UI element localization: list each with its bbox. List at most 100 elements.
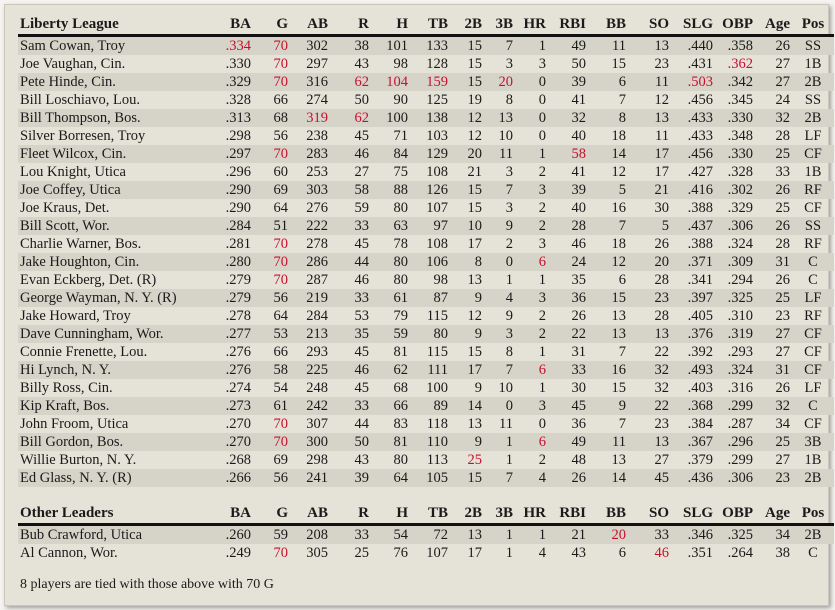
stat-ab: 208 (290, 524, 330, 544)
column-header-pos[interactable]: Pos (792, 14, 834, 37)
column-header-r[interactable]: R (330, 14, 371, 37)
player-name[interactable]: Charlie Warner, Bos. (20, 236, 142, 252)
stat-3b: 0 (484, 397, 515, 415)
column-header-2b[interactable]: 2B (450, 14, 484, 37)
column-header-so[interactable]: SO (628, 503, 671, 526)
column-header-3b[interactable]: 3B (484, 14, 515, 37)
player-row[interactable]: Bill Loschiavo, Lou. .328 66 274 50 90 125 19 8 0… (18, 91, 834, 109)
player-row[interactable]: Bill Gordon, Bos. .270 70 300 50 81 110 9 1 6 49 11… (18, 433, 834, 451)
player-row[interactable]: Kip Kraft, Bos. .273 61 242 33 66 89 14 0 3 45 9 22.… (18, 397, 834, 415)
player-row[interactable]: Joe Vaughan, Cin. .330 70 297 43 98 128 15 3 3 50 1… (18, 55, 834, 73)
player-row[interactable]: John Froom, Utica .270 70 307 44 83 118 13 11 0 36… (18, 415, 834, 433)
stat-obp: .306 (715, 469, 755, 487)
player-name[interactable]: Bill Thompson, Bos. (18, 109, 208, 127)
stat-ab: 283 (290, 145, 330, 163)
column-header-r[interactable]: R (330, 503, 371, 526)
column-header-tb[interactable]: TB (410, 14, 450, 37)
player-row[interactable]: Bill Scott, Wor. .284 51 222 33 63 97 10 9 2 28 7 5.… (18, 217, 834, 235)
player-row[interactable]: Dave Cunningham, Wor. .277 53 213 35 59 80 9 3 2 2… (18, 325, 834, 343)
player-name[interactable]: John Froom, Utica (20, 416, 129, 432)
column-header-age[interactable]: Age (755, 14, 792, 37)
player-row[interactable]: Pete Hinde, Cin. .329 70 316 62 104 159 15 20 0 39… (18, 73, 834, 91)
player-name[interactable]: Connie Frenette, Lou. (20, 344, 148, 360)
stat-so: 27 (654, 452, 670, 468)
player-name[interactable]: Fleet Wilcox, Cin. (18, 145, 208, 163)
player-name[interactable]: Jake Howard, Troy (20, 308, 131, 324)
column-header-age[interactable]: Age (755, 503, 792, 526)
player-name[interactable]: Ed Glass, N. Y. (R) (18, 469, 208, 487)
stat-g: 56 (253, 469, 290, 487)
player-row[interactable]: Hi Lynch, N. Y. .276 58 225 46 62 111 17 7 6 33 16 3… (18, 361, 834, 379)
player-name[interactable]: Jake Houghton, Cin. (18, 253, 208, 271)
stat-h: 98 (393, 56, 409, 72)
player-row[interactable]: Joe Coffey, Utica .290 69 303 58 88 126 15 7 3 39 5… (18, 181, 834, 199)
player-row[interactable]: Jake Howard, Troy .278 64 284 53 79 115 12 9 2 26 1… (18, 307, 834, 325)
column-header-ba[interactable]: BA (208, 14, 253, 37)
player-name[interactable]: Joe Coffey, Utica (18, 181, 208, 199)
column-header-hr[interactable]: HR (515, 14, 548, 37)
stat-hr: 6 (515, 433, 548, 451)
player-row[interactable]: Willie Burton, N. Y. .268 69 298 43 80 113 25 1 2… (18, 451, 834, 469)
stat-obp: .330 (715, 145, 755, 163)
column-header-pos[interactable]: Pos (792, 503, 834, 526)
player-name[interactable]: Willie Burton, N. Y. (20, 452, 137, 468)
player-name[interactable]: Hi Lynch, N. Y. (18, 361, 208, 379)
player-row[interactable]: Jake Houghton, Cin. .280 70 286 44 80 106 8 0 6 24… (18, 253, 834, 271)
column-header-obp[interactable]: OBP (715, 14, 755, 37)
player-row[interactable]: Ed Glass, N. Y. (R) .266 56 241 39 64 105 15 7 4 2… (18, 469, 834, 487)
column-header-ab[interactable]: AB (290, 503, 330, 526)
player-name[interactable]: Joe Kraus, Det. (20, 200, 110, 216)
column-header-rbi[interactable]: RBI (548, 503, 588, 526)
player-name[interactable]: Lou Knight, Utica (20, 164, 126, 180)
player-row[interactable]: Connie Frenette, Lou. .276 66 293 45 81 115 15 8… (18, 343, 834, 361)
stat-bb: 13 (611, 452, 627, 468)
player-row[interactable]: Lou Knight, Utica .296 60 253 27 75 108 21 3 2 41 1… (18, 163, 834, 181)
column-header-bb[interactable]: BB (588, 14, 628, 37)
column-header-slg[interactable]: SLG (671, 503, 715, 526)
column-header-obp[interactable]: OBP (715, 503, 755, 526)
player-name[interactable]: Evan Eckberg, Det. (R) (20, 272, 157, 288)
player-name[interactable]: Bub Crawford, Utica (18, 524, 208, 544)
player-name[interactable]: Dave Cunningham, Wor. (18, 325, 208, 343)
column-header-so[interactable]: SO (628, 14, 671, 37)
column-header-tb[interactable]: TB (410, 503, 450, 526)
player-name[interactable]: Bill Scott, Wor. (18, 217, 208, 235)
player-name[interactable]: Kip Kraft, Bos. (18, 397, 208, 415)
column-header-rbi[interactable]: RBI (548, 14, 588, 37)
player-row[interactable]: Charlie Warner, Bos. .281 70 278 45 78 108 17 2 3… (18, 235, 834, 253)
player-row[interactable]: Billy Ross, Cin. .274 54 248 45 68 100 9 10 1 30 15… (18, 379, 834, 397)
player-name[interactable]: Joe Vaughan, Cin. (20, 56, 126, 72)
player-name[interactable]: Billy Ross, Cin. (20, 380, 113, 396)
player-name[interactable]: Al Cannon, Wor. (20, 545, 118, 561)
column-header-bb[interactable]: BB (588, 503, 628, 526)
player-row[interactable]: Al Cannon, Wor. .249 70 305 25 76 107 17 1 4 43 6 46… (18, 544, 834, 562)
column-header-g[interactable]: G (253, 14, 290, 37)
player-name[interactable]: George Wayman, N. Y. (R) (18, 289, 208, 307)
player-row[interactable]: Fleet Wilcox, Cin. .297 70 283 46 84 129 20 11 1 5… (18, 145, 834, 163)
column-header-slg[interactable]: SLG (671, 14, 715, 37)
player-row[interactable]: Evan Eckberg, Det. (R) .279 70 287 46 80 98 13 1… (18, 271, 834, 289)
player-row[interactable]: Silver Borresen, Troy .298 56 238 45 71 103 12 1… (18, 127, 834, 145)
player-name[interactable]: Bill Loschiavo, Lou. (20, 92, 141, 108)
player-name[interactable]: Pete Hinde, Cin. (18, 73, 208, 91)
stat-tb: 87 (410, 289, 450, 307)
player-name[interactable]: Bill Gordon, Bos. (18, 433, 208, 451)
player-row[interactable]: Joe Kraus, Det. .290 64 276 59 80 107 15 3 2 40 16 3… (18, 199, 834, 217)
column-header-hr[interactable]: HR (515, 503, 548, 526)
player-row[interactable]: Sam Cowan, Troy .334 70 302 38 101 133 15 7 1 49 11… (18, 35, 834, 55)
stat-2b: 25 (467, 452, 483, 468)
player-name[interactable]: Silver Borresen, Troy (20, 128, 146, 144)
column-header-g[interactable]: G (253, 503, 290, 526)
column-header-ba[interactable]: BA (208, 503, 253, 526)
column-header-h[interactable]: H (371, 503, 410, 526)
stat-slg: .384 (687, 416, 713, 432)
column-header-3b[interactable]: 3B (484, 503, 515, 526)
column-header-ab[interactable]: AB (290, 14, 330, 37)
player-row[interactable]: George Wayman, N. Y. (R) .279 56 219 33 61 87 9… (18, 289, 834, 307)
stat-bb: 16 (611, 200, 627, 216)
player-row[interactable]: Bill Thompson, Bos. .313 68 319 62 100 138 12 13… (18, 109, 834, 127)
player-name[interactable]: Sam Cowan, Troy (18, 35, 208, 55)
column-header-h[interactable]: H (371, 14, 410, 37)
player-row[interactable]: Bub Crawford, Utica .260 59 208 33 54 72 13 1 1 21… (18, 524, 834, 544)
column-header-2b[interactable]: 2B (450, 503, 484, 526)
